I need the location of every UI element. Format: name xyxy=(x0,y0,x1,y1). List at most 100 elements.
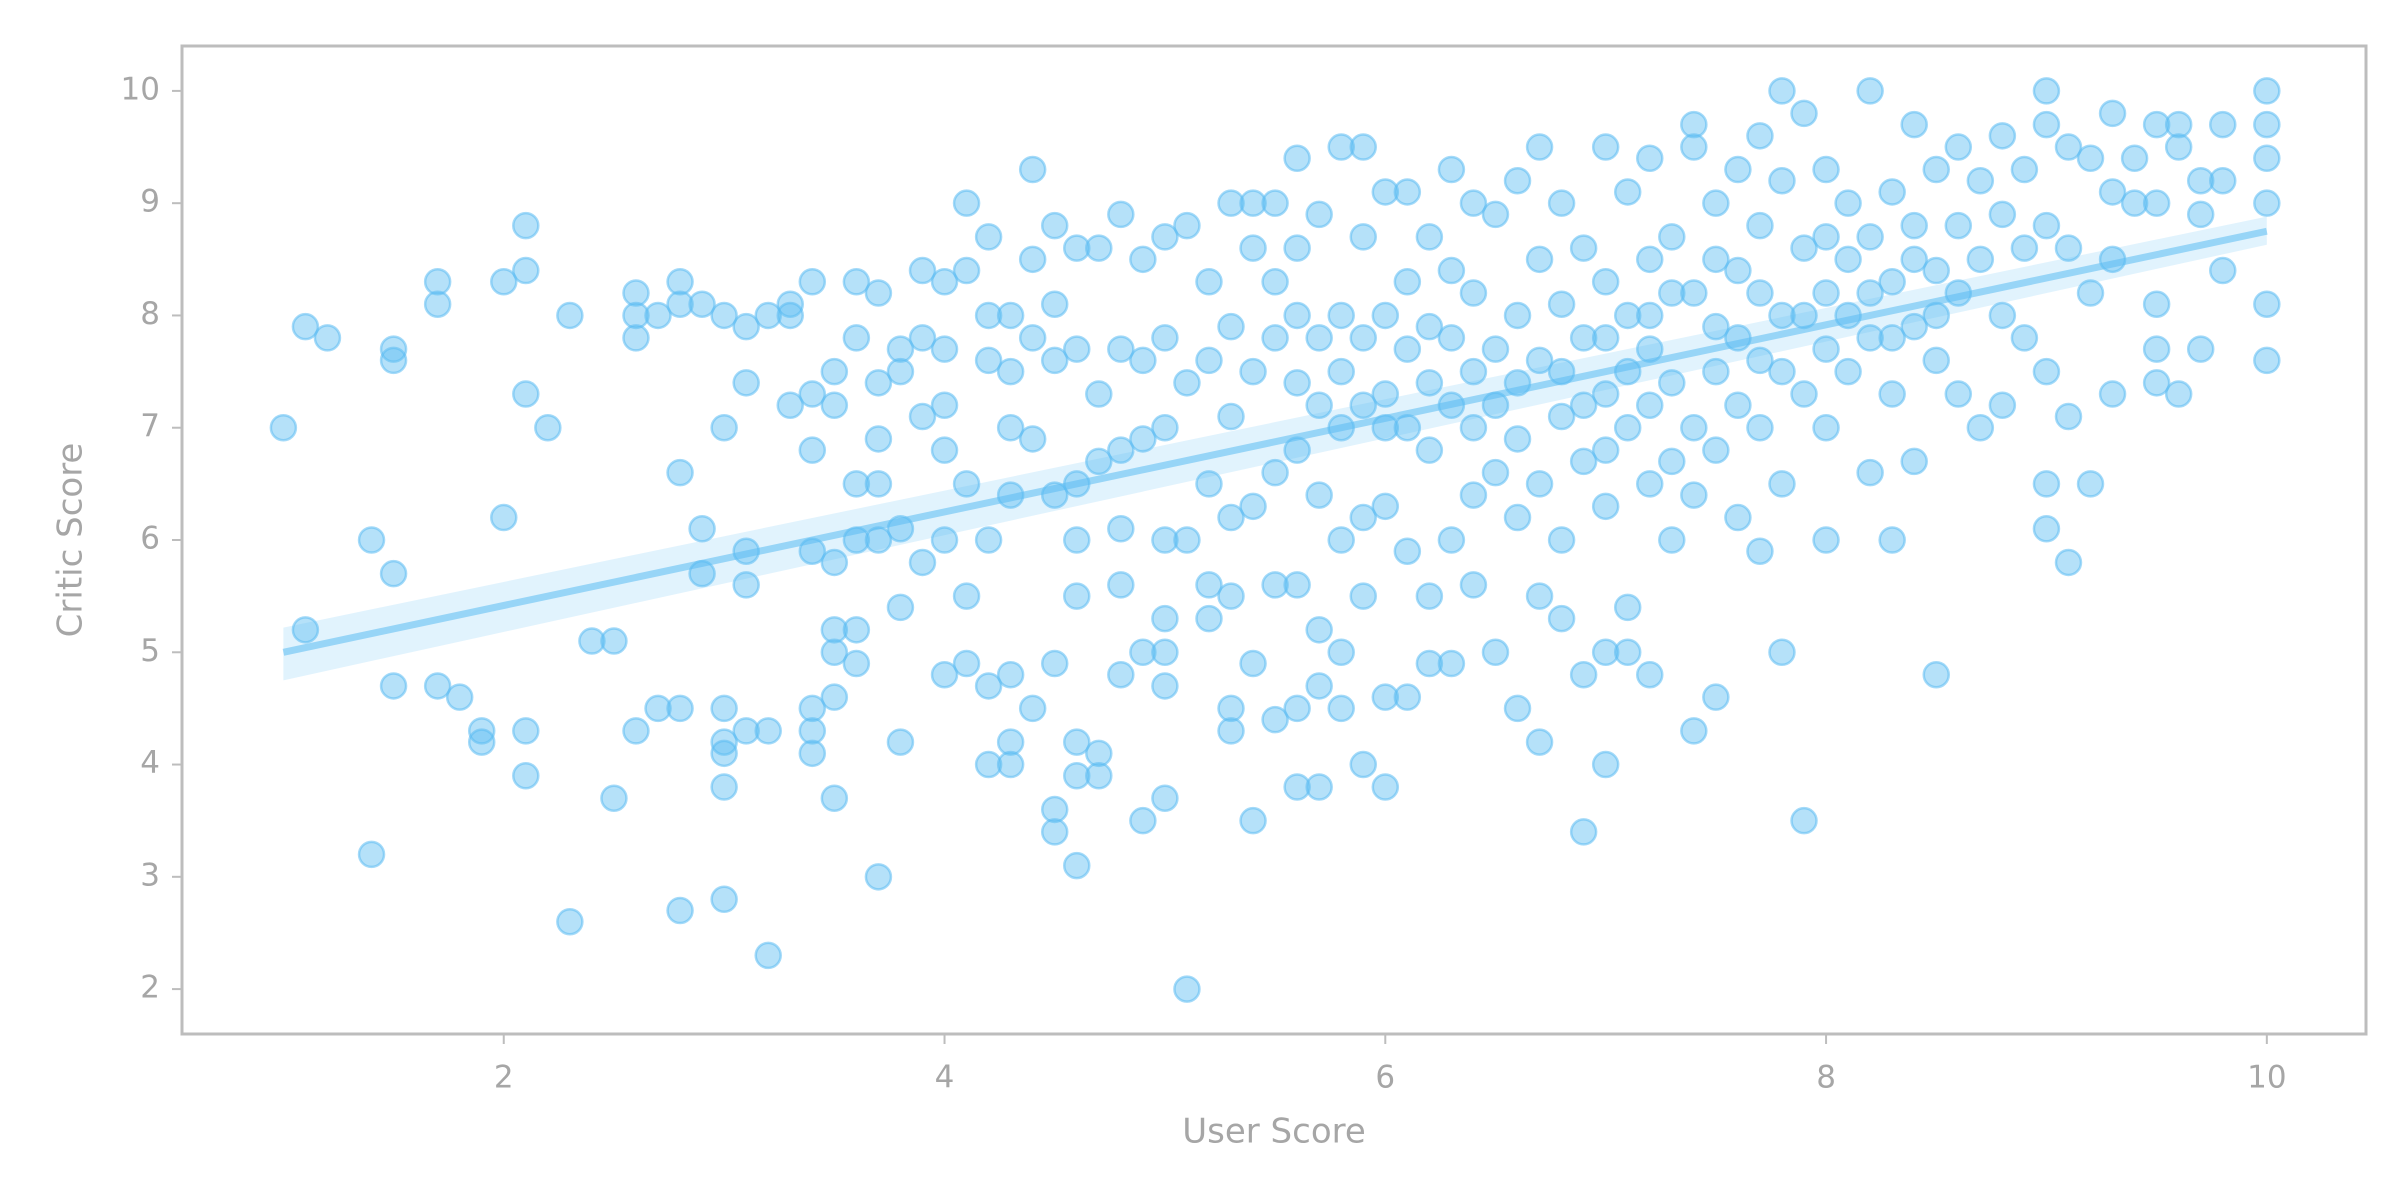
point xyxy=(1591,750,1620,779)
point xyxy=(600,627,628,655)
point xyxy=(1966,245,1995,274)
point xyxy=(1107,571,1135,599)
point xyxy=(2253,110,2281,139)
point xyxy=(1525,470,1554,498)
point xyxy=(710,885,738,914)
point xyxy=(1063,851,1091,880)
point xyxy=(842,324,871,352)
point xyxy=(974,750,1003,779)
point xyxy=(1239,806,1267,835)
point xyxy=(754,717,782,745)
point xyxy=(1063,762,1091,790)
point xyxy=(1768,357,1796,386)
point xyxy=(1459,571,1488,599)
point xyxy=(1040,211,1069,240)
point xyxy=(1040,290,1069,318)
point xyxy=(1261,458,1289,487)
point xyxy=(864,369,893,397)
point xyxy=(1437,649,1466,678)
point xyxy=(1107,200,1135,229)
point xyxy=(1658,223,1686,251)
point xyxy=(2186,166,2215,195)
point xyxy=(1856,223,1884,251)
point xyxy=(622,717,650,745)
point xyxy=(1261,324,1289,352)
point xyxy=(1922,256,1951,285)
point xyxy=(1371,773,1400,801)
point xyxy=(1613,413,1642,442)
point xyxy=(930,660,959,689)
point xyxy=(2054,548,2083,577)
point xyxy=(1239,492,1267,521)
point xyxy=(1812,279,1840,307)
point xyxy=(512,717,540,745)
point xyxy=(1525,133,1554,161)
point xyxy=(1768,166,1796,195)
point xyxy=(908,548,937,577)
x-tick-label: 8 xyxy=(1816,1060,1836,1096)
point xyxy=(666,896,694,925)
point xyxy=(1746,122,1774,150)
point xyxy=(886,728,915,756)
point xyxy=(1856,279,1884,307)
point xyxy=(2054,133,2083,161)
point xyxy=(269,413,298,442)
point xyxy=(930,526,959,554)
point xyxy=(2032,110,2061,139)
point xyxy=(908,324,937,352)
point xyxy=(1239,649,1267,678)
point xyxy=(1834,189,1862,217)
point xyxy=(2120,144,2149,173)
point xyxy=(1239,357,1267,386)
point xyxy=(1613,178,1642,206)
point xyxy=(842,470,871,498)
point xyxy=(2253,189,2281,217)
point xyxy=(1393,537,1422,565)
point xyxy=(1129,638,1157,667)
point xyxy=(1525,728,1554,756)
point xyxy=(2186,335,2215,363)
point xyxy=(908,256,937,285)
point xyxy=(1327,526,1355,554)
point xyxy=(1503,503,1532,532)
point xyxy=(2253,77,2281,105)
point xyxy=(820,638,849,667)
y-tick-label: 8 xyxy=(140,296,160,332)
point xyxy=(1415,369,1444,397)
point xyxy=(2076,144,2105,173)
point xyxy=(996,728,1025,756)
point xyxy=(1900,245,1928,274)
point xyxy=(996,413,1025,442)
point xyxy=(1812,223,1840,251)
point xyxy=(1702,436,1730,464)
point xyxy=(1746,537,1774,565)
x-axis-label: User Score xyxy=(1182,1112,1366,1152)
point xyxy=(1393,268,1422,296)
point xyxy=(842,268,871,296)
point xyxy=(534,413,562,442)
point xyxy=(2142,189,2171,217)
point xyxy=(2054,234,2083,262)
point xyxy=(820,784,849,812)
point xyxy=(1261,189,1289,217)
point xyxy=(1459,357,1488,386)
point xyxy=(1966,413,1995,442)
point xyxy=(2142,335,2171,363)
point xyxy=(1525,245,1554,274)
point xyxy=(1834,245,1862,274)
point xyxy=(754,301,782,330)
point xyxy=(1591,380,1620,408)
point xyxy=(710,694,738,723)
x-tick-label: 4 xyxy=(935,1060,955,1096)
point xyxy=(1151,604,1179,633)
point xyxy=(1195,604,1223,633)
point xyxy=(622,324,650,352)
point xyxy=(1922,346,1951,375)
point xyxy=(1746,211,1774,240)
point xyxy=(1085,447,1113,476)
point xyxy=(1481,200,1510,229)
point xyxy=(1349,391,1378,420)
point xyxy=(1944,211,1973,240)
point xyxy=(1746,346,1774,375)
point xyxy=(2142,369,2171,397)
